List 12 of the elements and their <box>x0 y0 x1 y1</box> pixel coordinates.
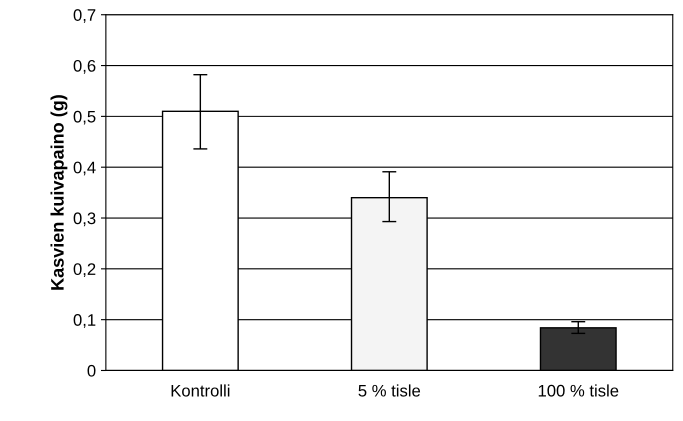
y-tick-label: 0,5 <box>74 110 96 125</box>
y-tick-label: 0,3 <box>74 212 96 226</box>
x-tick-label: Kontrolli <box>172 384 230 397</box>
y-tick-label: 0,2 <box>74 263 96 278</box>
y-tick-label: 0,7 <box>74 9 96 23</box>
x-tick-label: 5 % tisle <box>358 384 420 397</box>
y-tick-label: 0,6 <box>74 60 96 74</box>
y-tick-label: 0 <box>88 364 96 377</box>
y-tick-label: 0,1 <box>74 314 96 328</box>
y-tick-label: 0,4 <box>74 162 96 176</box>
y-axis-title: Kasvien kuivapaino (g) <box>50 95 68 290</box>
x-tick-label: 100 % tisle <box>538 384 618 397</box>
